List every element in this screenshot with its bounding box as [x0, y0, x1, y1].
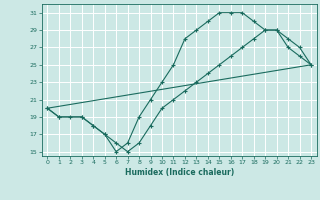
- X-axis label: Humidex (Indice chaleur): Humidex (Indice chaleur): [124, 168, 234, 177]
